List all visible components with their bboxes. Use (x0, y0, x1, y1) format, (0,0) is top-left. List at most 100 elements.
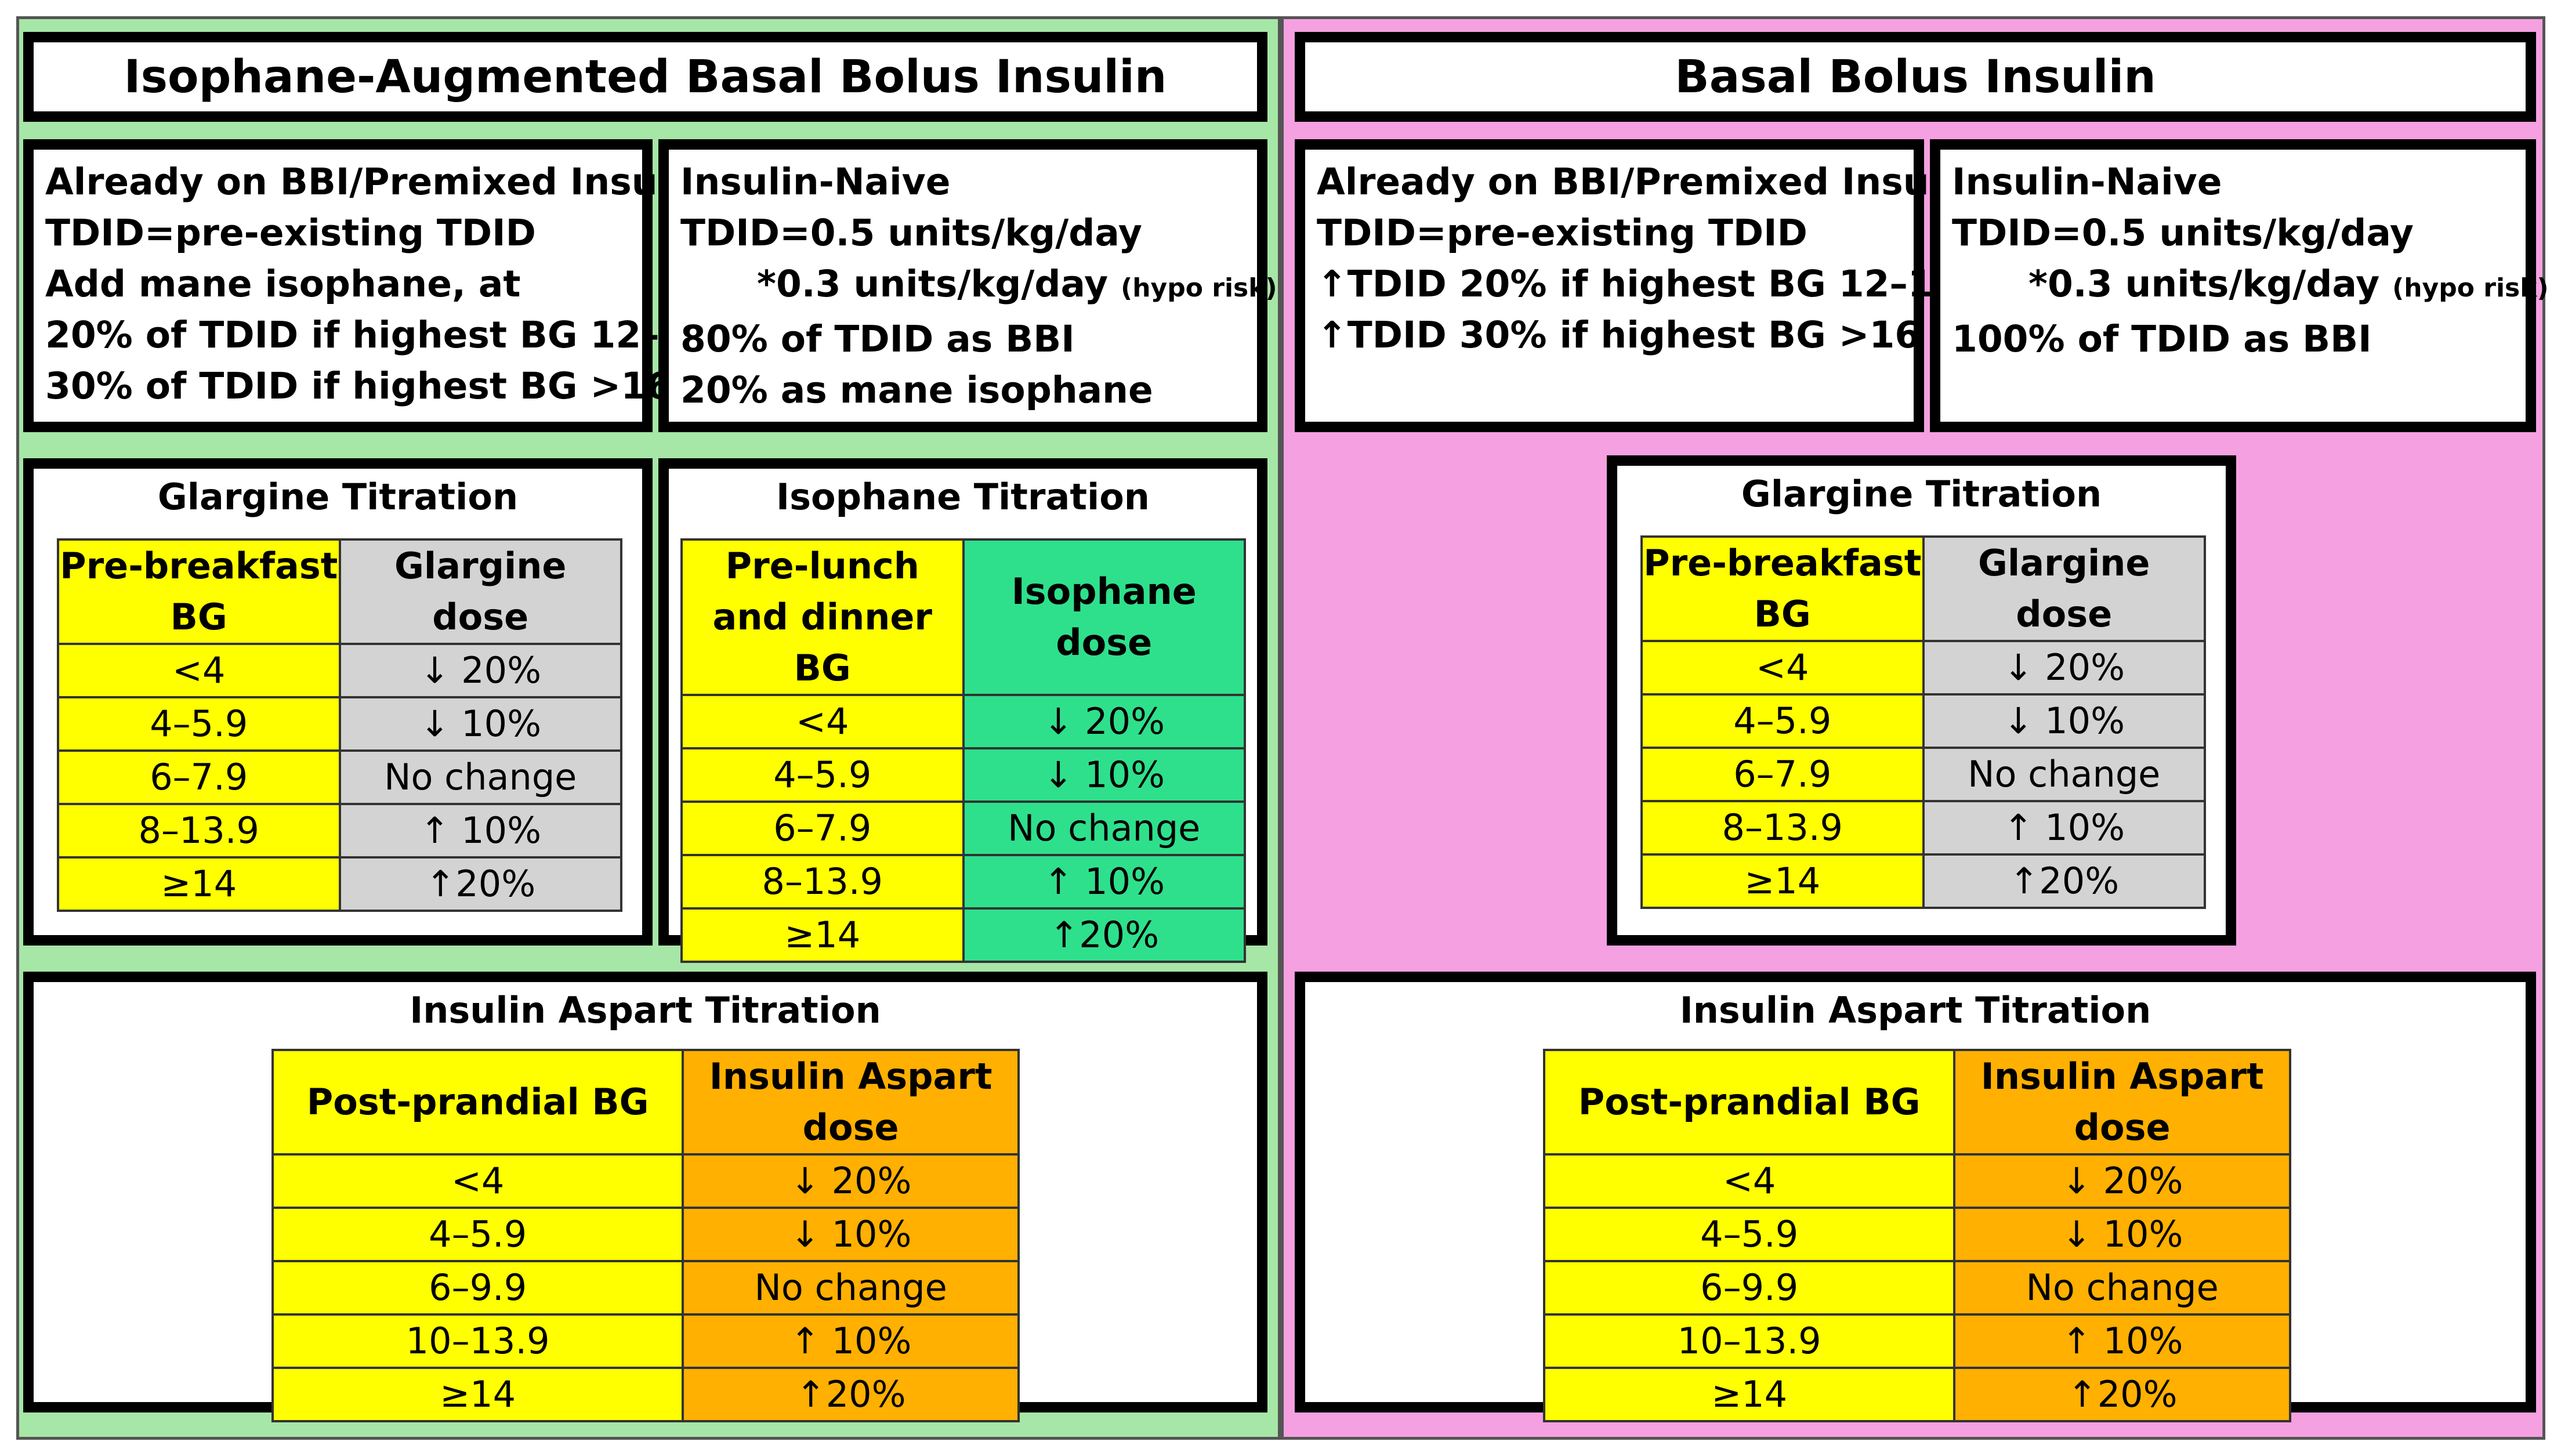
right-aspart-dose-5: ↑20% (1953, 1367, 2291, 1422)
left-glargine-bg-1: <4 (57, 643, 341, 698)
right-glargine-dose-4: ↑ 10% (1922, 800, 2206, 856)
right-aspart-box: Insulin Aspart Titration Post-prandial B… (1295, 972, 2536, 1422)
left-aspart-dose-1: ↓ 20% (682, 1153, 1020, 1209)
right-glargine-dose-5: ↑20% (1922, 853, 2206, 909)
left-glargine-box: Glargine Titration Pre-breakfast BG Glarg… (23, 458, 653, 946)
right-aspart-dose-4: ↑ 10% (1953, 1313, 2291, 1369)
left-isophane-dose-2: ↓ 10% (962, 747, 1246, 803)
left-aspart-bg-5: ≥14 (271, 1367, 684, 1422)
left-isophane-bg-3: 6–7.9 (680, 801, 965, 856)
right-glargine-header-dose: Glargine dose (1922, 535, 2206, 642)
right-aspart-dose-3: No change (1953, 1260, 2291, 1316)
left-isophane-header-dose: Isophane dose (962, 538, 1246, 696)
left-aspart-bg-1: <4 (271, 1153, 684, 1209)
left-already-line-5: 30% of TDID if highest BG >16 (45, 365, 672, 407)
right-already-line-3: ↑TDID 20% if highest BG 12–16 (1317, 263, 1959, 305)
right-glargine-dose-1: ↓ 20% (1922, 640, 2206, 696)
right-aspart-bg-1: <4 (1542, 1153, 1956, 1209)
right-already-line-4: ↑TDID 30% if highest BG >16 (1317, 314, 1921, 356)
right-aspart-dose-2: ↓ 10% (1953, 1207, 2291, 1262)
left-aspart-header-bg: Post-prandial BG (271, 1049, 684, 1156)
left-glargine-table: Pre-breakfast BG Glargine dose <4 ↓ 20% 4–… (57, 538, 622, 912)
right-glargine-bg-2: 4–5.9 (1640, 693, 1925, 749)
left-naive-hypo-note: (hypo risk) (1121, 273, 1277, 303)
right-glargine-bg-1: <4 (1640, 640, 1925, 696)
left-aspart-table: Post-prandial BG Insulin Aspart dose <4 ↓ … (271, 1049, 1020, 1422)
right-aspart-header-dose: Insulin Aspart dose (1953, 1049, 2291, 1156)
left-glargine-bg-3: 6–7.9 (57, 749, 341, 805)
left-title: Isophane-Augmented Basal Bolus Insulin (124, 50, 1167, 103)
right-glargine-bg-3: 6–7.9 (1640, 747, 1925, 802)
left-naive-line-4: 80% of TDID as BBI (680, 318, 1075, 360)
left-naive-line-5: 20% as mane isophane (680, 369, 1153, 411)
left-glargine-dose-4: ↑ 10% (338, 803, 622, 859)
right-title: Basal Bolus Insulin (1675, 50, 2156, 103)
left-glargine-header-dose: Glargine dose (338, 538, 622, 645)
left-already-line-1: Already on BBI/Premixed Insulin (45, 161, 709, 203)
left-already-line-2: TDID=pre-existing TDID (45, 212, 536, 254)
right-naive-line-3: *0.3 units/kg/day (2028, 263, 2380, 305)
right-aspart-bg-4: 10–13.9 (1542, 1313, 1956, 1369)
left-glargine-dose-1: ↓ 20% (338, 643, 622, 698)
right-already-line-1: Already on BBI/Premixed Insulin (1317, 161, 1980, 203)
left-isophane-bg-1: <4 (680, 694, 965, 749)
right-glargine-dose-2: ↓ 10% (1922, 693, 2206, 749)
left-isophane-bg-2: 4–5.9 (680, 747, 965, 803)
right-aspart-table: Post-prandial BG Insulin Aspart dose <4 ↓ … (1542, 1049, 2291, 1422)
left-aspart-bg-3: 6–9.9 (271, 1260, 684, 1316)
left-already-line-4: 20% of TDID if highest BG 12–16 (45, 314, 711, 356)
left-naive-box: Insulin-Naive TDID=0.5 units/kg/day *0.3… (658, 139, 1277, 432)
right-glargine-table: Pre-breakfast BG Glargine dose <4 ↓ 20% 4–… (1640, 535, 2206, 909)
right-glargine-title: Glargine Titration (1741, 473, 2102, 515)
right-glargine-bg-4: 8–13.9 (1640, 800, 1925, 856)
left-isophane-dose-5: ↑20% (962, 907, 1246, 963)
right-aspart-bg-5: ≥14 (1542, 1367, 1956, 1422)
left-glargine-title: Glargine Titration (157, 476, 519, 518)
left-aspart-title: Insulin Aspart Titration (410, 989, 881, 1031)
left-isophane-dose-3: No change (962, 801, 1246, 856)
left-naive-line-2: TDID=0.5 units/kg/day (680, 212, 1142, 254)
right-glargine-dose-3: No change (1922, 747, 2206, 802)
right-title-box: Basal Bolus Insulin (1295, 32, 2536, 122)
right-naive-hypo-note: (hypo risk) (2392, 273, 2549, 303)
left-glargine-dose-5: ↑20% (338, 856, 622, 912)
right-glargine-header-bg: Pre-breakfast BG (1640, 535, 1925, 642)
right-naive-line-4: 100% of TDID as BBI (1952, 318, 2372, 360)
left-isophane-title: Isophane Titration (776, 476, 1150, 518)
right-already-line-2: TDID=pre-existing TDID (1317, 212, 1807, 254)
left-isophane-table: Pre-lunch and dinner BG Isophane dose <4 ↓… (680, 538, 1246, 963)
left-glargine-bg-5: ≥14 (57, 856, 341, 912)
right-glargine-bg-5: ≥14 (1640, 853, 1925, 909)
right-aspart-bg-2: 4–5.9 (1542, 1207, 1956, 1262)
right-naive-box: Insulin-Naive TDID=0.5 units/kg/day *0.3… (1930, 139, 2549, 432)
left-isophane-dose-4: ↑ 10% (962, 854, 1246, 910)
right-naive-line-2: TDID=0.5 units/kg/day (1952, 212, 2414, 254)
left-glargine-header-bg: Pre-breakfast BG (57, 538, 341, 645)
left-aspart-dose-2: ↓ 10% (682, 1207, 1020, 1262)
left-aspart-bg-4: 10–13.9 (271, 1313, 684, 1369)
left-isophane-dose-1: ↓ 20% (962, 694, 1246, 749)
right-aspart-title: Insulin Aspart Titration (1679, 989, 2151, 1031)
left-aspart-dose-5: ↑20% (682, 1367, 1020, 1422)
left-aspart-bg-2: 4–5.9 (271, 1207, 684, 1262)
left-glargine-dose-2: ↓ 10% (338, 696, 622, 752)
left-title-box: Isophane-Augmented Basal Bolus Insulin (23, 32, 1267, 122)
left-isophane-bg-4: 8–13.9 (680, 854, 965, 910)
right-aspart-header-bg: Post-prandial BG (1542, 1049, 1956, 1156)
right-aspart-dose-1: ↓ 20% (1953, 1153, 2291, 1209)
left-aspart-header-dose: Insulin Aspart dose (682, 1049, 1020, 1156)
left-isophane-box: Isophane Titration Pre-lunch and dinner … (658, 458, 1267, 963)
left-isophane-header-bg: Pre-lunch and dinner BG (680, 538, 965, 696)
left-isophane-bg-5: ≥14 (680, 907, 965, 963)
left-naive-line-1: Insulin-Naive (680, 161, 951, 203)
left-aspart-dose-3: No change (682, 1260, 1020, 1316)
left-naive-line-3: *0.3 units/kg/day (757, 263, 1109, 305)
left-glargine-bg-4: 8–13.9 (57, 803, 341, 859)
right-glargine-box: Glargine Titration Pre-breakfast BG Glarg… (1607, 455, 2236, 946)
left-aspart-box: Insulin Aspart Titration Post-prandial B… (23, 972, 1267, 1422)
left-already-line-3: Add mane isophane, at (45, 263, 521, 305)
right-aspart-bg-3: 6–9.9 (1542, 1260, 1956, 1316)
left-aspart-dose-4: ↑ 10% (682, 1313, 1020, 1369)
left-glargine-bg-2: 4–5.9 (57, 696, 341, 752)
right-already-box: Already on BBI/Premixed Insulin TDID=pre… (1295, 139, 1980, 432)
